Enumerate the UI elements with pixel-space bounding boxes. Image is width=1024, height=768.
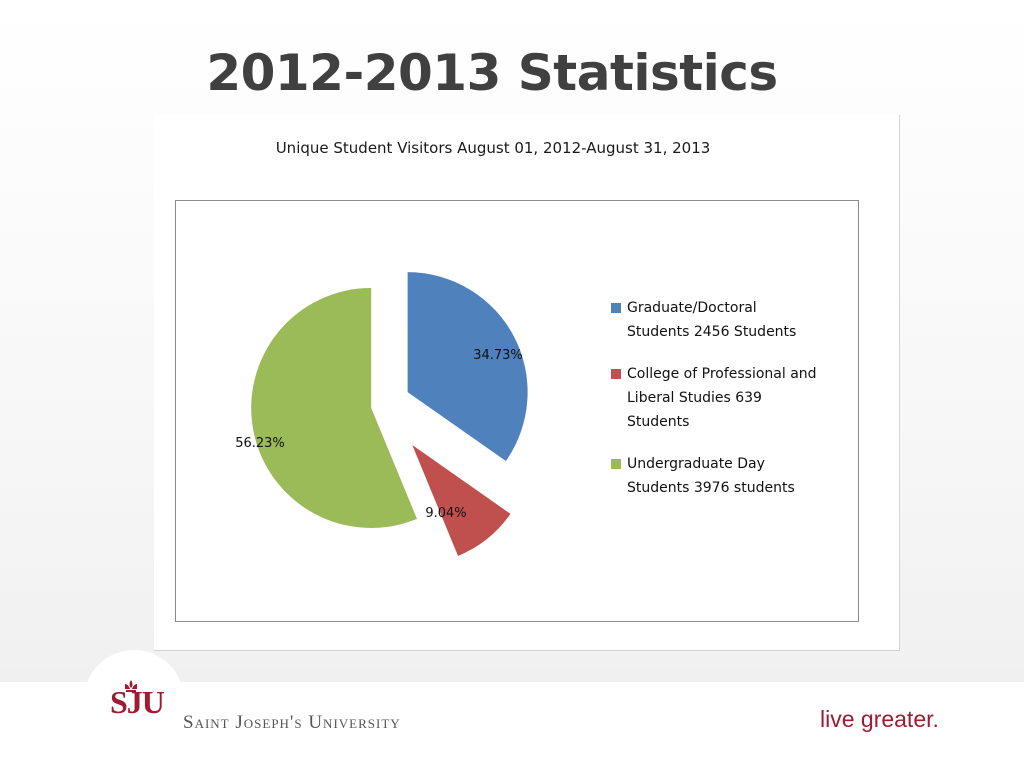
legend-swatch	[611, 369, 621, 379]
pie-slice	[412, 445, 511, 556]
university-logo: SJU	[110, 680, 165, 721]
tagline: live greater.	[820, 706, 939, 732]
pie-chart: 34.73% 9.04% 56.23%	[235, 272, 528, 556]
legend-label: Liberal Studies 639	[627, 390, 762, 406]
legend-label: Students 3976 students	[627, 480, 795, 496]
pie-slice	[407, 272, 528, 462]
legend-swatch	[611, 459, 621, 469]
legend-label: Undergraduate Day	[627, 456, 765, 472]
plot-area: 34.73% 9.04% 56.23% Graduate/Doctoral Stude…	[175, 200, 859, 622]
legend-label: Students	[627, 414, 690, 430]
legend-swatch	[611, 303, 621, 313]
chart-title: Unique Student Visitors August 01, 2012-…	[275, 139, 711, 157]
legend-item: Graduate/Doctoral Students 2456 Students	[611, 296, 851, 344]
legend-item: Undergraduate Day Students 3976 students	[611, 452, 851, 500]
legend-item: College of Professional and Liberal Studi…	[611, 362, 851, 434]
fleur-de-lis-icon	[125, 680, 137, 692]
logo-text: SJU	[110, 684, 165, 720]
slice-data-label: 34.73%	[473, 348, 523, 363]
chart-frame: Unique Student Visitors August 01, 2012-…	[154, 115, 900, 651]
slice-data-label: 9.04%	[425, 506, 466, 521]
legend-label: Graduate/Doctoral	[627, 300, 757, 316]
slide-title: 2012-2013 Statistics	[206, 44, 778, 102]
university-name: Saint Joseph's University	[183, 712, 401, 733]
slice-data-label: 56.23%	[235, 436, 285, 451]
legend: Graduate/Doctoral Students 2456 Students C…	[611, 296, 851, 518]
legend-label: College of Professional and	[627, 366, 817, 382]
legend-label: Students 2456 Students	[627, 324, 797, 340]
pie-slice	[251, 287, 417, 528]
